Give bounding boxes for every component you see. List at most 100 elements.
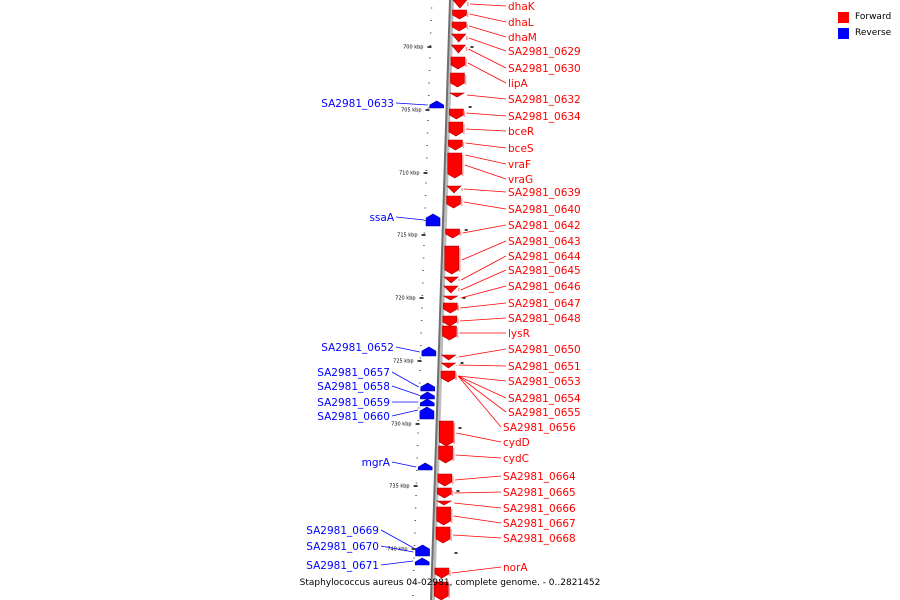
forward-gene-label: bceS xyxy=(508,143,534,155)
tick-label: 735 kbp xyxy=(389,484,409,490)
forward-gene xyxy=(436,506,451,526)
forward-gene xyxy=(440,362,457,369)
reverse-gene-label: SA2981_0652 xyxy=(321,342,394,354)
forward-gene-label: SA2981_0653 xyxy=(508,376,581,388)
forward-gene xyxy=(444,245,460,275)
forward-gene-label: bceR xyxy=(508,126,534,138)
forward-gene xyxy=(438,445,453,464)
tick-label: 710 kbp xyxy=(399,171,419,177)
forward-gene-label: SA2981_0629 xyxy=(508,46,581,58)
reverse-gene xyxy=(429,100,444,109)
forward-gene xyxy=(445,228,460,239)
forward-leader-line xyxy=(454,475,502,481)
reverse-gene-label: SA2981_0670 xyxy=(306,541,379,553)
forward-gene xyxy=(443,285,459,294)
map-caption: Staphylococcus aureus 04-02981, complete… xyxy=(299,578,601,588)
forward-gene-label: SA2981_0632 xyxy=(508,94,581,106)
genome-backbone-shadow xyxy=(431,0,454,600)
reverse-leader-line xyxy=(395,102,428,106)
forward-gene xyxy=(438,420,454,447)
forward-gene xyxy=(451,21,467,32)
tick-label: 715 kbp xyxy=(397,233,417,239)
forward-gene-label: lysR xyxy=(508,328,530,340)
forward-leader-line xyxy=(463,201,507,210)
forward-gene xyxy=(442,295,459,301)
reverse-swatch xyxy=(838,27,849,39)
forward-gene xyxy=(440,354,457,361)
reverse-gene-label: SA2981_0669 xyxy=(306,525,379,537)
forward-gene-label: SA2981_0655 xyxy=(508,407,581,419)
forward-gene-label: SA2981_0667 xyxy=(503,518,576,530)
forward-gene xyxy=(435,526,451,544)
forward-leader-line xyxy=(461,240,507,261)
reverse-leader-line xyxy=(395,216,425,221)
forward-leader-line xyxy=(457,375,502,428)
tick-label: 705 kbp xyxy=(401,108,421,114)
forward-leader-line xyxy=(460,285,507,299)
legend: Forward Reverse xyxy=(838,9,891,41)
reverse-leader-line xyxy=(380,560,414,566)
forward-leader-line xyxy=(468,37,507,52)
forward-gene-label: SA2981_0647 xyxy=(508,298,581,310)
forward-leader-line xyxy=(460,269,507,291)
major-ticks: 700 kbp 705 kbp 710 kbp 715 kbp 720 kbp 725 k… xyxy=(387,45,432,553)
forward-gene-label: SA2981_0666 xyxy=(503,503,576,515)
tick-label: 700 kbp xyxy=(403,45,423,51)
forward-gene xyxy=(452,0,468,9)
forward-genes xyxy=(433,0,474,600)
reverse-gene xyxy=(414,557,430,566)
reverse-leader-line xyxy=(391,385,419,396)
reverse-leader-line xyxy=(380,545,414,553)
forward-leader-line xyxy=(457,375,507,413)
forward-leader-line xyxy=(462,224,507,234)
forward-gene-label: SA2981_0639 xyxy=(508,187,581,199)
legend-reverse: Reverse xyxy=(838,25,891,41)
forward-gene xyxy=(433,581,449,600)
reverse-leader-line xyxy=(395,346,420,353)
reverse-gene-label: SA2981_0660 xyxy=(317,411,390,423)
forward-gene-label: SA2981_0656 xyxy=(503,422,576,434)
reverse-gene xyxy=(421,346,437,357)
forward-leader-line xyxy=(469,13,507,23)
forward-leader-line xyxy=(465,142,507,149)
forward-gene xyxy=(451,33,467,43)
forward-leader-line xyxy=(465,154,507,165)
reverse-genes xyxy=(414,100,444,566)
forward-leader-line xyxy=(466,112,507,117)
forward-gene xyxy=(450,56,466,70)
forward-gene-label: SA2981_0643 xyxy=(508,236,581,248)
forward-leader-line xyxy=(460,302,507,309)
forward-gene-label: vraF xyxy=(508,159,531,171)
reverse-leader-line xyxy=(380,529,414,549)
forward-leader-line xyxy=(469,3,507,7)
minor-ticks xyxy=(412,7,433,596)
forward-leader-line xyxy=(453,534,502,539)
reverse-gene-label: SA2981_0657 xyxy=(317,367,390,379)
forward-gene-label: SA2981_0648 xyxy=(508,313,581,325)
forward-gene xyxy=(452,9,467,20)
forward-gene xyxy=(443,276,459,284)
forward-gene-label: SA2981_0650 xyxy=(508,344,581,356)
tick-label: 730 kbp xyxy=(391,422,411,428)
forward-leader-line xyxy=(465,128,507,132)
reverse-gene xyxy=(419,406,435,420)
reverse-leader-line xyxy=(391,461,417,468)
forward-gene-label: SA2981_0645 xyxy=(508,265,581,277)
forward-gene xyxy=(440,370,456,383)
forward-gene xyxy=(447,152,463,179)
reverse-gene xyxy=(415,544,430,557)
forward-leader-line xyxy=(454,491,502,494)
forward-gene xyxy=(435,500,453,506)
reverse-leader-line xyxy=(391,409,419,417)
forward-labels: dhaK dhaL dhaM SA2981_0629 SA2981_0630 lipA SA… xyxy=(451,1,581,574)
forward-gene-label: SA2981_0630 xyxy=(508,63,581,75)
reverse-leader-line xyxy=(391,371,419,388)
forward-gene xyxy=(448,92,466,98)
forward-leader-line xyxy=(463,188,507,193)
forward-leader-line xyxy=(458,364,507,367)
forward-gene-label: SA2981_0634 xyxy=(508,111,581,123)
forward-gene-label: SA2981_0665 xyxy=(503,487,576,499)
forward-leader-line xyxy=(464,164,507,180)
reverse-gene-label: mgrA xyxy=(362,457,391,469)
